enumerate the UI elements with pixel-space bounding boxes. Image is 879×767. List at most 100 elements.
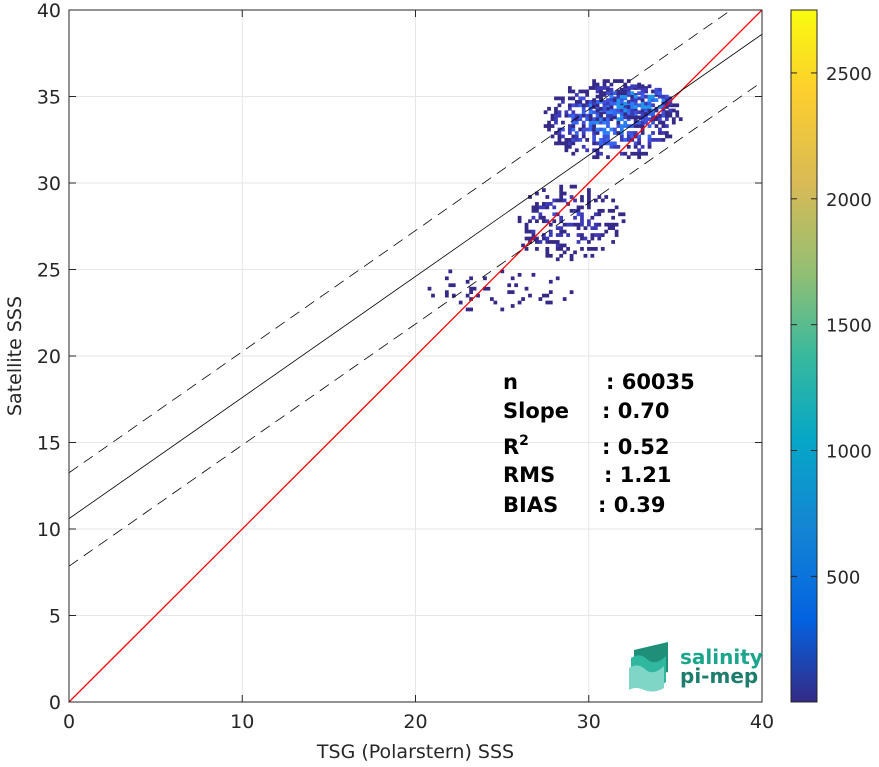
density-cell [547,120,551,125]
density-cell [626,138,631,142]
density-cell [664,101,669,106]
density-cell [567,141,572,146]
density-cell [500,307,505,312]
density-cell [626,144,631,149]
density-cell [661,138,666,142]
density-cell [647,134,652,139]
x-tick-label: 0 [63,711,75,733]
density-cell [595,113,600,118]
density-cell [609,113,614,118]
density-cell [483,276,487,281]
density-cell [592,155,596,160]
density-cell [602,99,607,104]
density-cell [578,138,583,142]
density-cell [562,243,567,248]
density-cell [609,94,614,99]
density-cell [578,113,583,118]
density-cell [644,151,648,156]
density-cell [588,117,593,122]
density-cell [602,86,607,90]
density-cell [633,115,638,120]
density-cell [517,215,522,220]
density-cell [616,124,621,128]
density-cell [580,233,584,237]
density-cell [555,276,560,281]
density-cell [573,184,577,189]
density-cell [619,151,624,156]
density-cell [465,293,470,298]
density-cell [604,222,609,227]
density-cell [552,205,557,210]
density-cell [616,105,621,109]
density-cell [590,226,595,231]
density-cell [658,138,662,142]
density-cell [595,82,600,87]
density-cell [640,84,645,89]
density-cell [606,117,610,122]
density-cell [609,105,614,109]
density-cell [567,124,572,128]
density-cell [613,79,617,83]
density-cell [531,233,536,237]
density-cell [633,84,638,89]
density-cell [587,188,591,192]
density-cell [554,120,558,125]
density-cell [590,236,595,241]
density-cell [623,108,628,113]
density-cell [581,124,586,128]
stat-value: : 1.21 [604,463,672,487]
density-cell [566,247,570,251]
density-cell [616,79,621,83]
density-cell [554,96,558,101]
density-cell [640,120,645,125]
density-cell [571,89,576,94]
density-cell [671,108,676,113]
density-cell [510,276,515,281]
density-cell [623,138,628,142]
density-cell [630,84,635,89]
density-cell [578,99,583,104]
density-cell [583,226,588,231]
density-cell [576,212,581,217]
y-tick-label: 20 [37,346,61,368]
density-cell [548,202,553,206]
density-cell [550,117,555,122]
density-cell [535,240,539,244]
density-cell [557,103,562,108]
density-cell [590,233,595,237]
density-cell [602,82,607,87]
density-cell [599,138,603,142]
density-cell [571,127,576,132]
density-cell [548,290,553,295]
density-cell [578,127,583,132]
density-cell [571,138,576,142]
density-cell [619,79,624,83]
y-tick-label: 15 [37,433,61,455]
density-cell [564,138,569,142]
density-cell [538,215,543,220]
density-cell [613,127,617,132]
density-cell [548,279,553,284]
density-cell [541,205,546,210]
density-cell [552,240,557,244]
density-cell [606,98,610,102]
density-cell [651,103,655,108]
density-cell [658,94,662,99]
density-cell [595,86,600,90]
density-cell [611,222,616,227]
density-cell [606,101,610,106]
density-cell [626,115,631,120]
density-cell [611,198,616,203]
density-cell [619,127,624,132]
density-cell [576,226,581,231]
density-cell [561,141,565,146]
density-cell [602,117,607,122]
density-cell [541,188,546,192]
density-cell [554,110,558,115]
density-cell [521,243,525,248]
density-cell [585,93,590,97]
density-cell [531,229,536,234]
density-cell [606,120,610,125]
density-cell [599,86,603,90]
